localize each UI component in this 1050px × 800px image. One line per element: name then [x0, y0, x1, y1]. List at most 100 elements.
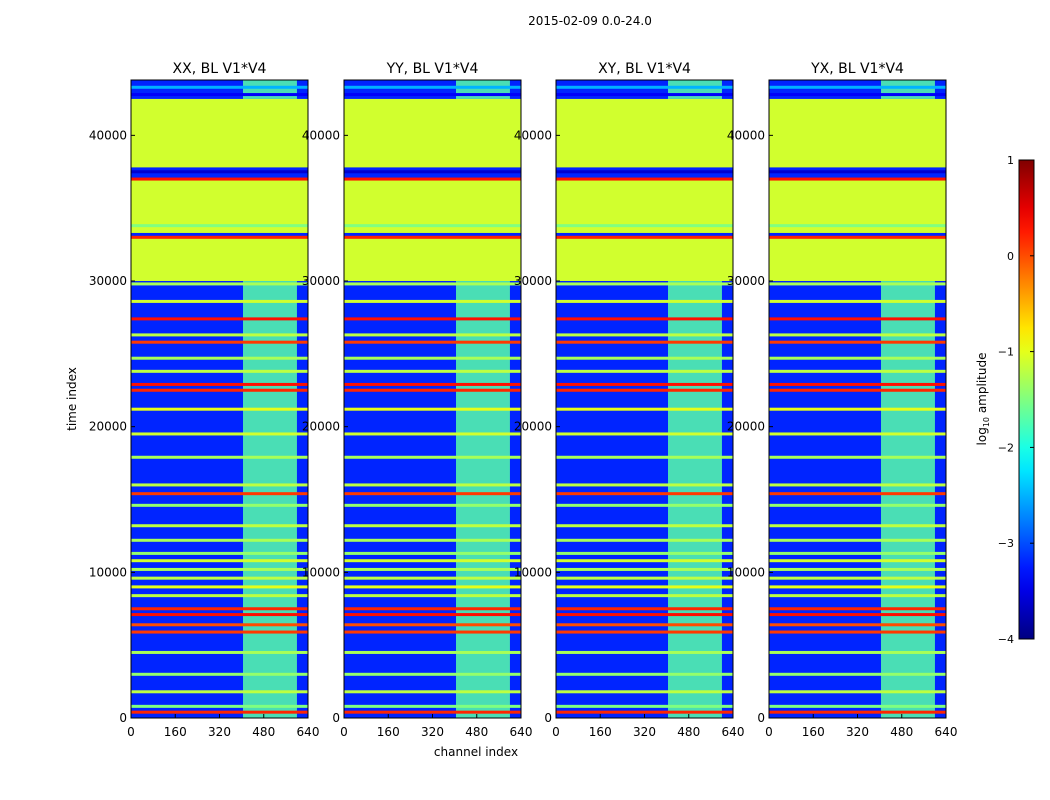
time-line [769, 503, 946, 507]
y-tick-label: 40000 [514, 128, 552, 142]
time-line [769, 407, 946, 411]
time-line [556, 524, 733, 528]
time-line [769, 299, 946, 303]
time-line [769, 690, 946, 694]
y-tick-label: 30000 [302, 274, 340, 288]
x-tick-label: 320 [208, 725, 231, 739]
time-line [131, 492, 308, 496]
time-line [131, 524, 308, 528]
panel-0: XX, BL V1*V4 0 160 320 480 640 0 10000 20000 3000… [89, 61, 320, 739]
panel-2: XY, BL V1*V4 0 160 320 480 640 0 10000 20000 3000… [514, 61, 745, 739]
time-line [556, 356, 733, 360]
time-line [344, 551, 521, 555]
flagged-band [131, 98, 308, 168]
time-line [769, 340, 946, 344]
time-line [556, 690, 733, 694]
time-line [769, 607, 946, 611]
time-line [769, 710, 946, 714]
time-line [769, 650, 946, 654]
time-line [344, 333, 521, 337]
time-line [556, 710, 733, 714]
time-line [769, 93, 946, 97]
bright-channel-block-top [456, 80, 510, 99]
time-line [556, 340, 733, 344]
y-tick-label: 30000 [514, 274, 552, 288]
panel-title: XY, BL V1*V4 [598, 61, 691, 77]
flagged-band [131, 237, 308, 282]
time-line [131, 177, 308, 181]
x-tick-label: 640 [510, 725, 533, 739]
x-tick-label: 160 [802, 725, 825, 739]
time-line [131, 170, 308, 174]
colorbar-tick-label: −2 [998, 441, 1014, 454]
time-line [344, 282, 521, 286]
colorbar-label: log10 amplitude [975, 353, 991, 446]
bright-channel-block [668, 281, 722, 718]
bright-channel-block-top [668, 80, 722, 99]
x-tick-label: 640 [935, 725, 958, 739]
time-line [344, 85, 521, 89]
time-line [769, 492, 946, 496]
time-line [344, 317, 521, 321]
time-line [344, 704, 521, 708]
y-tick-label: 10000 [727, 565, 765, 579]
x-tick-label: 320 [633, 725, 656, 739]
time-line [769, 559, 946, 563]
y-tick-label: 40000 [89, 128, 127, 142]
time-line [769, 704, 946, 708]
time-line [556, 551, 733, 555]
time-line [131, 551, 308, 555]
time-line [131, 483, 308, 487]
time-line [769, 382, 946, 386]
time-line [556, 607, 733, 611]
time-line [344, 672, 521, 676]
x-tick-label: 0 [340, 725, 348, 739]
x-tick-label: 480 [465, 725, 488, 739]
x-tick-label: 0 [552, 725, 560, 739]
time-line [131, 503, 308, 507]
panel-title: XX, BL V1*V4 [173, 61, 267, 77]
panel-title: YY, BL V1*V4 [386, 61, 479, 77]
time-line [556, 299, 733, 303]
time-line [556, 235, 733, 239]
time-line [131, 630, 308, 634]
y-tick-label: 0 [757, 711, 765, 725]
time-line [769, 388, 946, 392]
flagged-band [556, 179, 733, 233]
time-line [769, 224, 946, 228]
time-line [131, 93, 308, 97]
time-line [769, 576, 946, 580]
time-line [556, 382, 733, 386]
time-line [344, 483, 521, 487]
time-line [769, 317, 946, 321]
time-line [556, 407, 733, 411]
time-line [556, 559, 733, 563]
y-tick-label: 30000 [727, 274, 765, 288]
time-line [344, 356, 521, 360]
time-line [131, 369, 308, 373]
time-line [769, 455, 946, 459]
time-line [556, 576, 733, 580]
bright-channel-block [881, 281, 935, 718]
time-line [344, 524, 521, 528]
x-tick-label: 320 [846, 725, 869, 739]
time-line [769, 630, 946, 634]
time-line [769, 551, 946, 555]
flagged-band [131, 179, 308, 233]
y-tick-label: 0 [332, 711, 340, 725]
time-line [556, 538, 733, 542]
time-line [131, 559, 308, 563]
time-line [556, 369, 733, 373]
time-line [131, 432, 308, 436]
time-line [344, 613, 521, 617]
time-line [131, 672, 308, 676]
time-line [131, 607, 308, 611]
y-tick-label: 0 [119, 711, 127, 725]
time-line [344, 369, 521, 373]
time-line [556, 503, 733, 507]
time-line [556, 650, 733, 654]
time-line [769, 483, 946, 487]
flagged-band [344, 98, 521, 168]
time-line [131, 382, 308, 386]
time-line [131, 317, 308, 321]
